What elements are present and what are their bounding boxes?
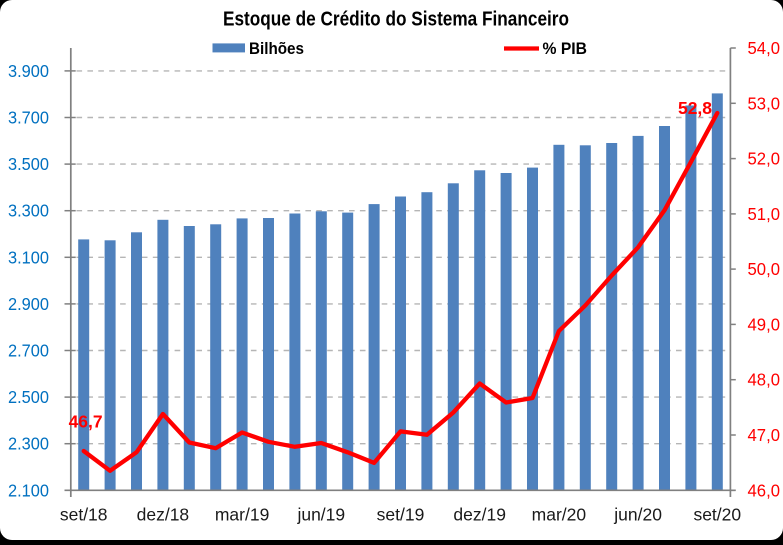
svg-text:mar/20: mar/20 (532, 505, 587, 525)
svg-text:51,0: 51,0 (748, 204, 781, 224)
svg-text:46,0: 46,0 (748, 480, 781, 500)
svg-text:2.700: 2.700 (8, 341, 49, 361)
svg-text:2.900: 2.900 (8, 294, 49, 314)
svg-text:53,0: 53,0 (748, 93, 781, 113)
svg-text:3.900: 3.900 (8, 61, 49, 81)
svg-text:3.700: 3.700 (8, 108, 49, 128)
svg-text:3.300: 3.300 (8, 201, 49, 221)
svg-text:mar/19: mar/19 (215, 505, 269, 525)
svg-text:49,0: 49,0 (748, 314, 781, 334)
svg-text:2.300: 2.300 (8, 434, 49, 454)
svg-text:2.100: 2.100 (8, 480, 49, 500)
svg-text:48,0: 48,0 (748, 370, 781, 390)
svg-text:47,0: 47,0 (748, 425, 781, 445)
svg-text:set/20: set/20 (693, 505, 741, 525)
svg-text:54,0: 54,0 (748, 38, 781, 58)
svg-text:2.500: 2.500 (8, 387, 49, 407)
svg-text:50,0: 50,0 (748, 259, 781, 279)
svg-text:dez/19: dez/19 (453, 505, 506, 525)
svg-text:set/18: set/18 (60, 505, 108, 525)
svg-text:jun/20: jun/20 (613, 505, 662, 525)
svg-text:52,0: 52,0 (748, 149, 781, 169)
svg-text:dez/18: dez/18 (137, 505, 190, 525)
svg-text:52,8: 52,8 (678, 98, 712, 118)
svg-text:46,7: 46,7 (69, 412, 103, 432)
svg-text:Estoque de Crédito do Sistema: Estoque de Crédito do Sistema Financeiro (223, 8, 569, 31)
svg-text:% PIB: % PIB (543, 39, 588, 58)
svg-text:Bilhões: Bilhões (249, 39, 304, 58)
svg-text:3.100: 3.100 (8, 247, 49, 267)
svg-text:jun/19: jun/19 (296, 505, 345, 525)
svg-text:3.500: 3.500 (8, 154, 49, 174)
svg-text:set/19: set/19 (377, 505, 425, 525)
